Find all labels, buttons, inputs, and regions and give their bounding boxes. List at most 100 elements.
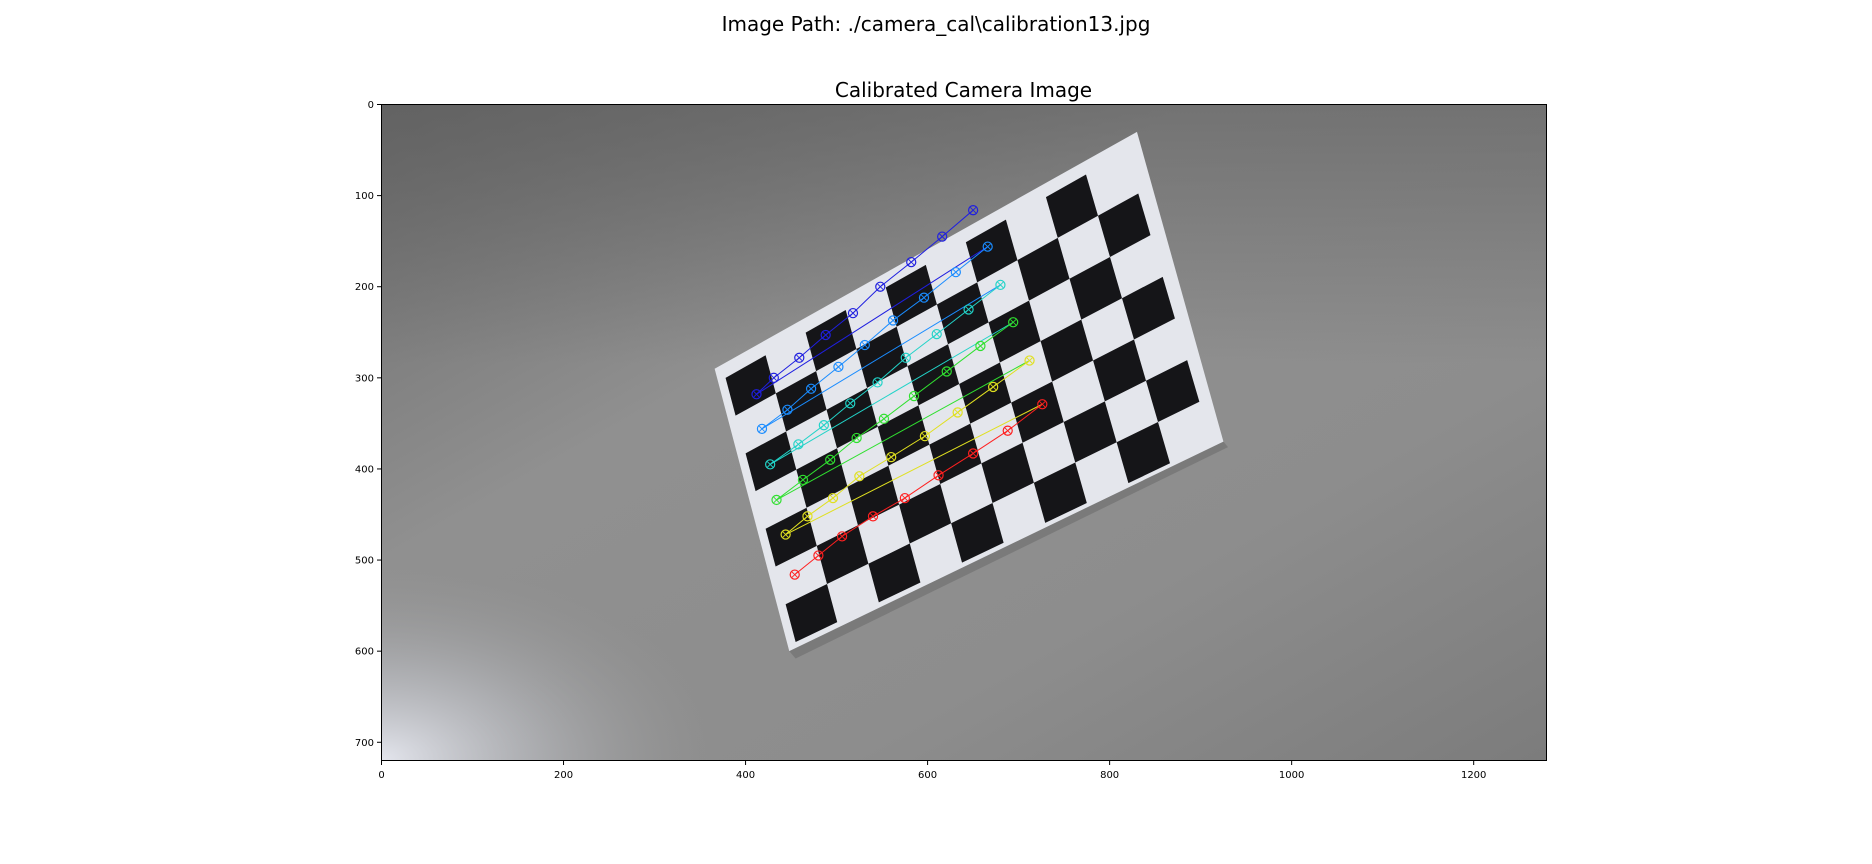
checker-square <box>1093 339 1147 402</box>
checker-square <box>1017 237 1070 301</box>
corner-marker <box>854 471 865 482</box>
figure-suptitle: Image Path: ./camera_cal\calibration13.j… <box>721 12 1151 36</box>
corner-cross <box>861 341 868 349</box>
corner-cross <box>984 243 991 250</box>
corner-cross <box>795 441 802 448</box>
y-tick-label: 700 <box>355 738 374 749</box>
x-tick-label: 200 <box>554 770 573 781</box>
corner-cross <box>773 496 780 503</box>
corner-marker <box>820 329 831 341</box>
corner-marker <box>900 352 911 363</box>
corner-cross <box>1010 319 1017 326</box>
corner-marker <box>952 407 963 418</box>
corner-row-connector <box>785 403 1043 535</box>
corner-cross <box>869 513 877 520</box>
corner-marker <box>963 304 974 315</box>
corner-marker <box>918 292 930 303</box>
checker-square <box>899 483 952 544</box>
corner-marker <box>818 420 829 431</box>
corner-cross <box>877 283 884 290</box>
corner-cross <box>808 385 815 392</box>
corner-cross <box>889 317 897 324</box>
corner-row-connector <box>761 284 1001 430</box>
y-tick-label: 0 <box>368 100 374 111</box>
corner-row-connector <box>769 321 1014 465</box>
corner-cross <box>933 331 940 338</box>
corner-marker <box>805 383 817 394</box>
checker-square <box>785 584 838 643</box>
corner-marker <box>886 451 897 463</box>
corner-marker <box>768 372 779 383</box>
corner-cross <box>965 306 972 313</box>
y-tick-label: 200 <box>355 282 374 293</box>
corner-cross <box>856 473 863 480</box>
corner-cross <box>804 513 811 520</box>
corner-marker <box>975 340 986 352</box>
checker-square <box>796 448 848 508</box>
corner-cross <box>874 379 881 386</box>
corner-marker <box>789 569 800 580</box>
checker-square <box>765 507 817 567</box>
x-axis: 0 200 400 600 800 1000 1200 <box>378 760 1486 781</box>
corner-marker <box>765 459 776 470</box>
corner-cross <box>880 415 887 422</box>
checker-square <box>877 405 930 466</box>
corner-marker <box>988 381 999 393</box>
corner-cross <box>954 409 961 416</box>
corner-cross <box>1039 401 1046 408</box>
camera-image <box>381 104 1546 760</box>
checker-square <box>805 310 857 372</box>
corner-cross <box>910 392 918 400</box>
corner-marker <box>919 430 931 442</box>
corner-cross <box>977 342 984 349</box>
checker-square <box>1045 174 1098 238</box>
corner-marker <box>931 328 942 340</box>
corner-marker <box>756 423 768 434</box>
corner-marker <box>782 404 793 415</box>
corner-marker <box>872 377 883 388</box>
paper-shadow <box>789 441 1228 659</box>
corner-cross <box>888 454 895 461</box>
corner-cross <box>829 495 837 502</box>
corner-marker <box>794 352 805 363</box>
y-tick-label: 600 <box>355 647 374 658</box>
checker-square <box>868 543 921 603</box>
checkerboard <box>714 131 1228 659</box>
x-tick-label: 800 <box>1100 770 1119 781</box>
corner-cross <box>952 269 959 276</box>
corner-cross <box>827 456 834 463</box>
checker-square <box>816 525 869 585</box>
corner-marker <box>995 279 1006 291</box>
checker-square <box>1116 422 1171 484</box>
corner-cross <box>970 450 977 457</box>
corner-marker <box>899 492 911 504</box>
checker-square <box>745 431 797 492</box>
corner-marker <box>836 531 848 542</box>
corner-cross <box>939 233 946 240</box>
corner-cross <box>815 552 822 559</box>
corner-marker <box>950 266 961 278</box>
corner-marker <box>967 205 979 216</box>
checker-square <box>1033 462 1087 523</box>
corner-cross <box>920 294 928 301</box>
corner-cross <box>753 391 760 398</box>
corner-cross <box>847 400 854 407</box>
corner-cross <box>791 571 798 578</box>
corner-marker <box>825 454 836 465</box>
corner-cross <box>782 531 789 538</box>
corner-marker <box>1008 317 1019 328</box>
checker-square <box>725 355 776 416</box>
y-tick-label: 300 <box>355 373 374 384</box>
corner-cross <box>796 354 803 361</box>
corner-marker <box>851 432 862 444</box>
corner-marker <box>1024 355 1035 366</box>
x-tick-label: 600 <box>918 770 937 781</box>
checker-square <box>988 300 1041 363</box>
axes-title: Calibrated Camera Image <box>834 78 1093 102</box>
corner-marker <box>933 470 944 481</box>
corner-marker <box>906 256 917 268</box>
corner-marker <box>1002 425 1013 436</box>
x-tick-label: 1000 <box>1279 770 1304 781</box>
